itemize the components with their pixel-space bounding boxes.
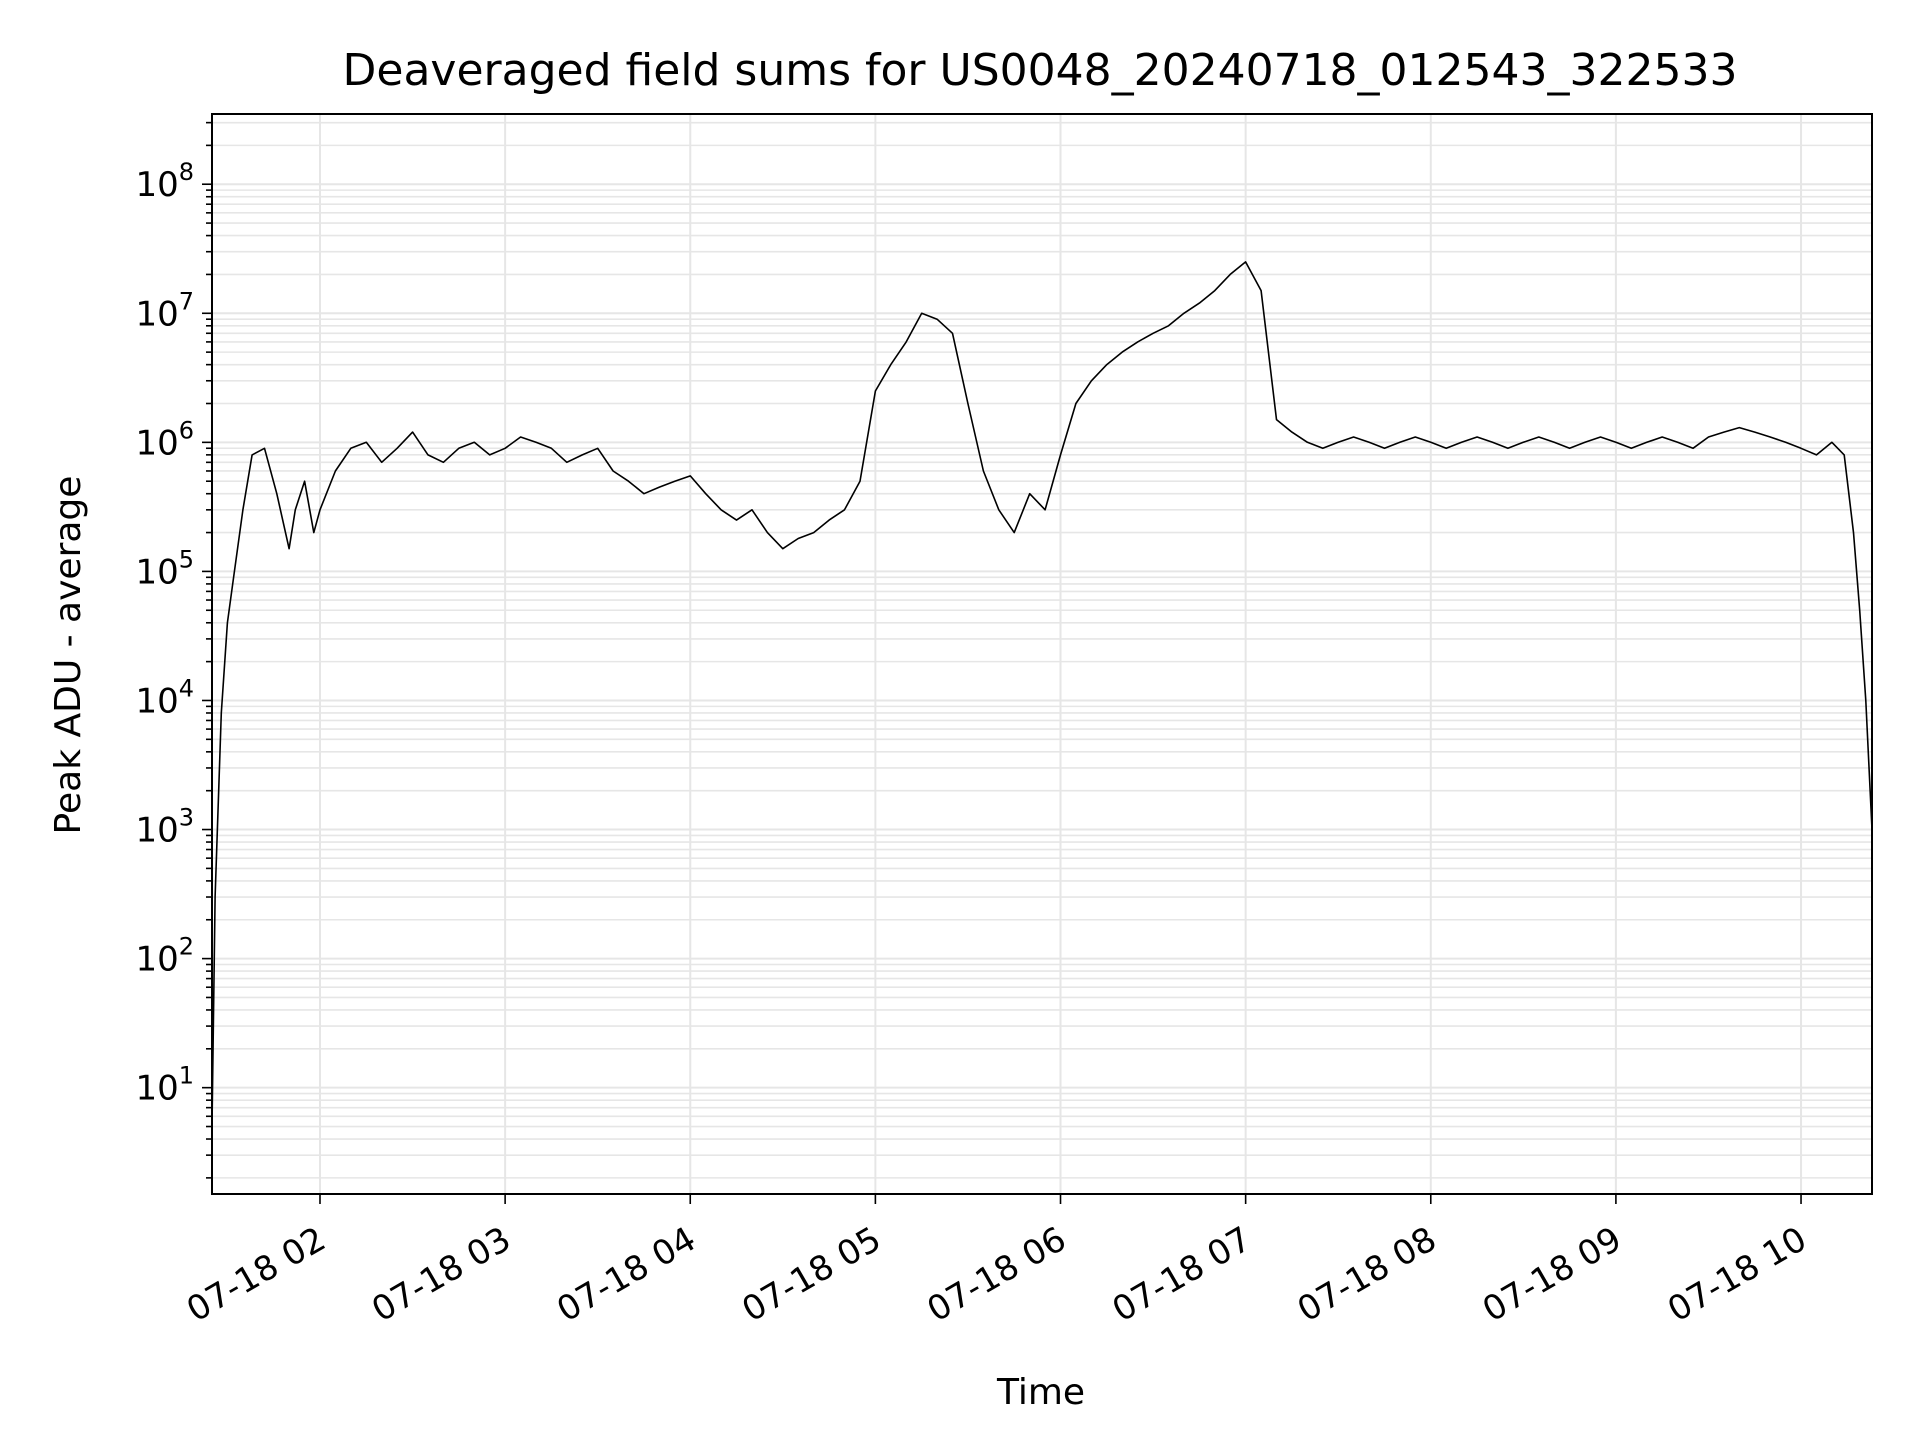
y-tick-label: 101 [135,1062,194,1109]
y-tick-label: 104 [135,674,194,721]
grid [212,114,1872,1194]
chart-title: Deaveraged field sums for US0048_2024071… [343,45,1738,96]
series-line-path [211,261,1873,1127]
y-axis: 101 102 103 104 105 106 107 108 [135,121,212,1179]
y-tick-label: 107 [135,287,194,334]
series-line [211,261,1873,1127]
y-tick-label: 108 [135,158,194,205]
y-tick-label: 106 [135,416,194,463]
y-tick-label: 103 [135,804,194,851]
y-tick-label: 105 [135,545,194,592]
plot-area [211,113,1873,1195]
y-tick-label: 102 [135,933,194,980]
x-axis-label: Time [996,1372,1085,1413]
y-axis-label: Peak ADU - average [48,476,89,835]
